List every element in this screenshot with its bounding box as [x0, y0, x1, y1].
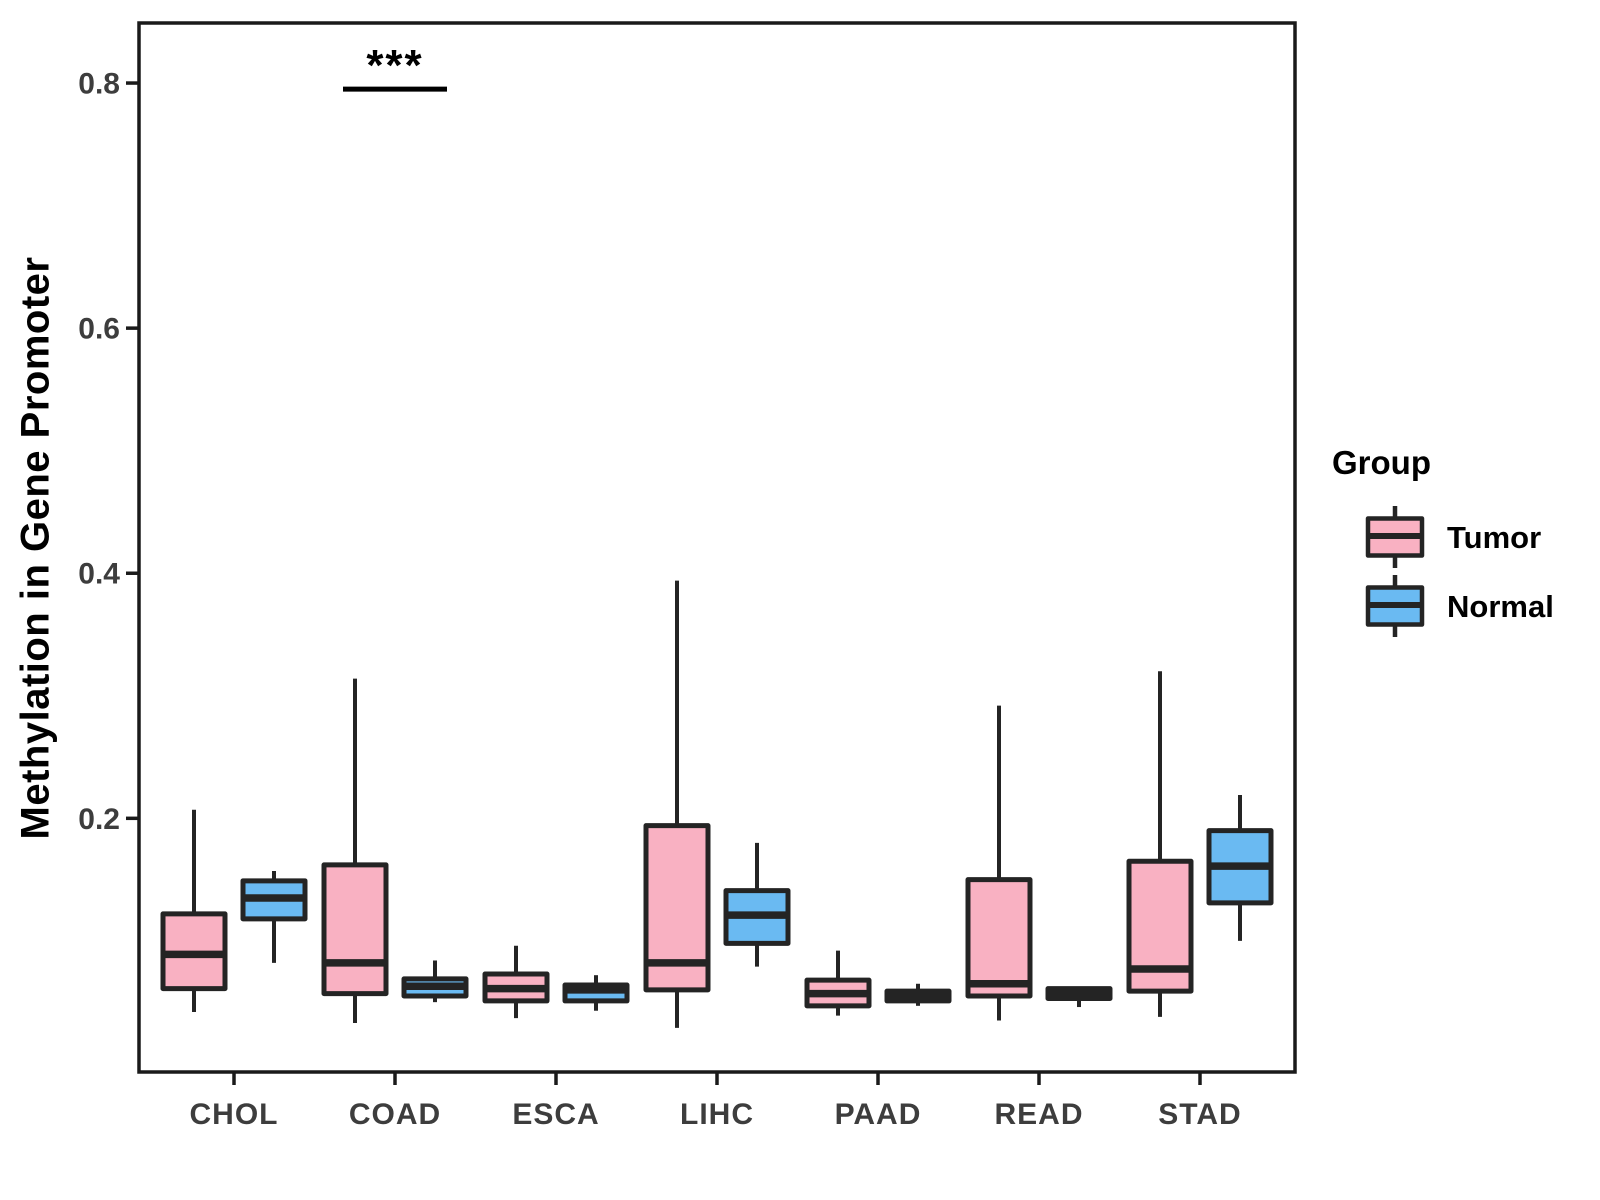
panel-border	[137, 21, 1297, 1074]
y-axis-tick-label: 0.8	[78, 68, 120, 101]
x-axis-tick-label: READ	[994, 1098, 1083, 1131]
y-axis-tick-label: 0.6	[78, 313, 120, 346]
box-tumor-COAD	[321, 862, 389, 997]
x-axis-tick-label: CHOL	[190, 1098, 279, 1131]
y-axis-tick-label: 0.4	[78, 558, 120, 591]
box-tumor-READ	[965, 877, 1033, 999]
x-axis-tick-label: ESCA	[512, 1098, 599, 1131]
y-axis-tick-label: 0.2	[78, 803, 120, 836]
x-axis-tick-label: LIHC	[680, 1098, 754, 1131]
legend-label-tumor: Tumor	[1447, 520, 1542, 555]
x-axis-tick-label: COAD	[349, 1098, 441, 1131]
x-axis-tick-label: STAD	[1158, 1098, 1241, 1131]
significance-stars: ***	[366, 41, 424, 91]
y-axis-title: Methylation in Gene Promoter	[13, 256, 58, 840]
x-axis-tick-label: PAAD	[835, 1098, 922, 1131]
legend-label-normal: Normal	[1447, 589, 1554, 624]
legend-title: Group	[1332, 444, 1431, 481]
